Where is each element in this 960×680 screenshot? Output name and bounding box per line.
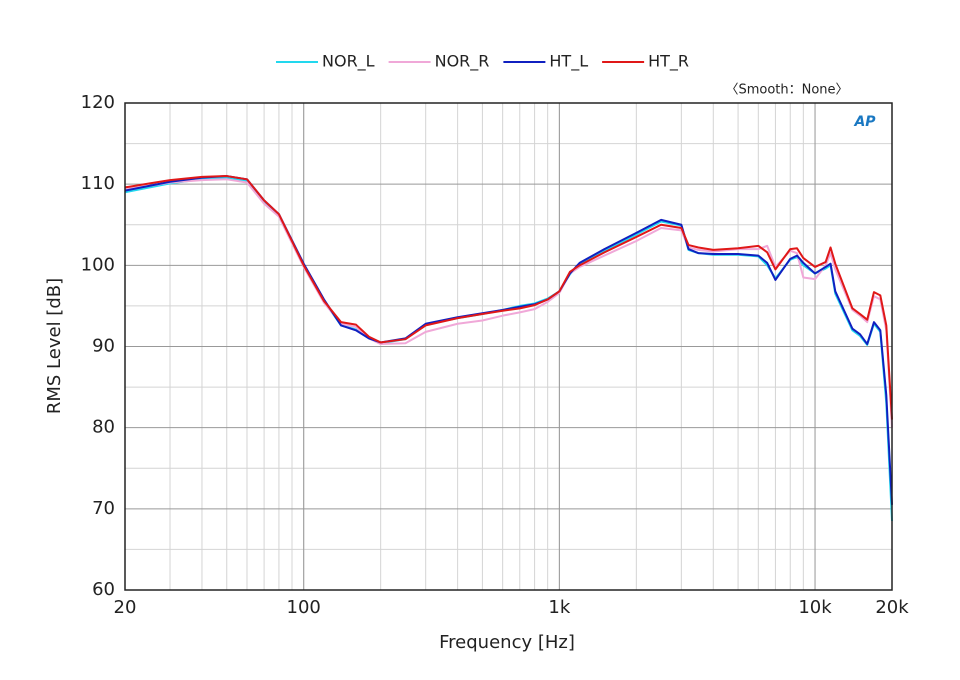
y-tick-label: 90 [92,336,115,357]
x-tick-label: 20 [114,597,137,618]
annotation: 〈Smooth：None〉 [725,83,848,98]
legend-label: NOR_R [435,52,490,72]
legend-label: NOR_L [322,52,375,72]
x-tick-label: 10k [798,597,832,618]
y-tick-label: 80 [92,417,115,438]
x-tick-label: 100 [287,597,321,618]
y-tick-label: 110 [81,173,115,194]
plot-lines [124,175,893,522]
logo: AP [853,114,876,130]
legend-label: HT_R [648,52,689,72]
legend-label: HT_L [549,52,588,72]
x-tick-label: 1k [548,597,570,618]
plot-frame [124,102,893,591]
legend: NOR_L NOR_R HT_L HT_R [276,52,689,72]
y-tick-label: 100 [81,254,115,275]
y-axis-label: RMS Level [dB] [44,278,65,414]
x-tick-label: 20k [875,597,909,618]
y-tick-label: 70 [92,498,115,519]
x-axis-label: Frequency [Hz] [439,632,575,653]
series-line [124,175,893,420]
y-tick-label: 120 [81,92,115,113]
y-tick-label: 60 [92,579,115,600]
